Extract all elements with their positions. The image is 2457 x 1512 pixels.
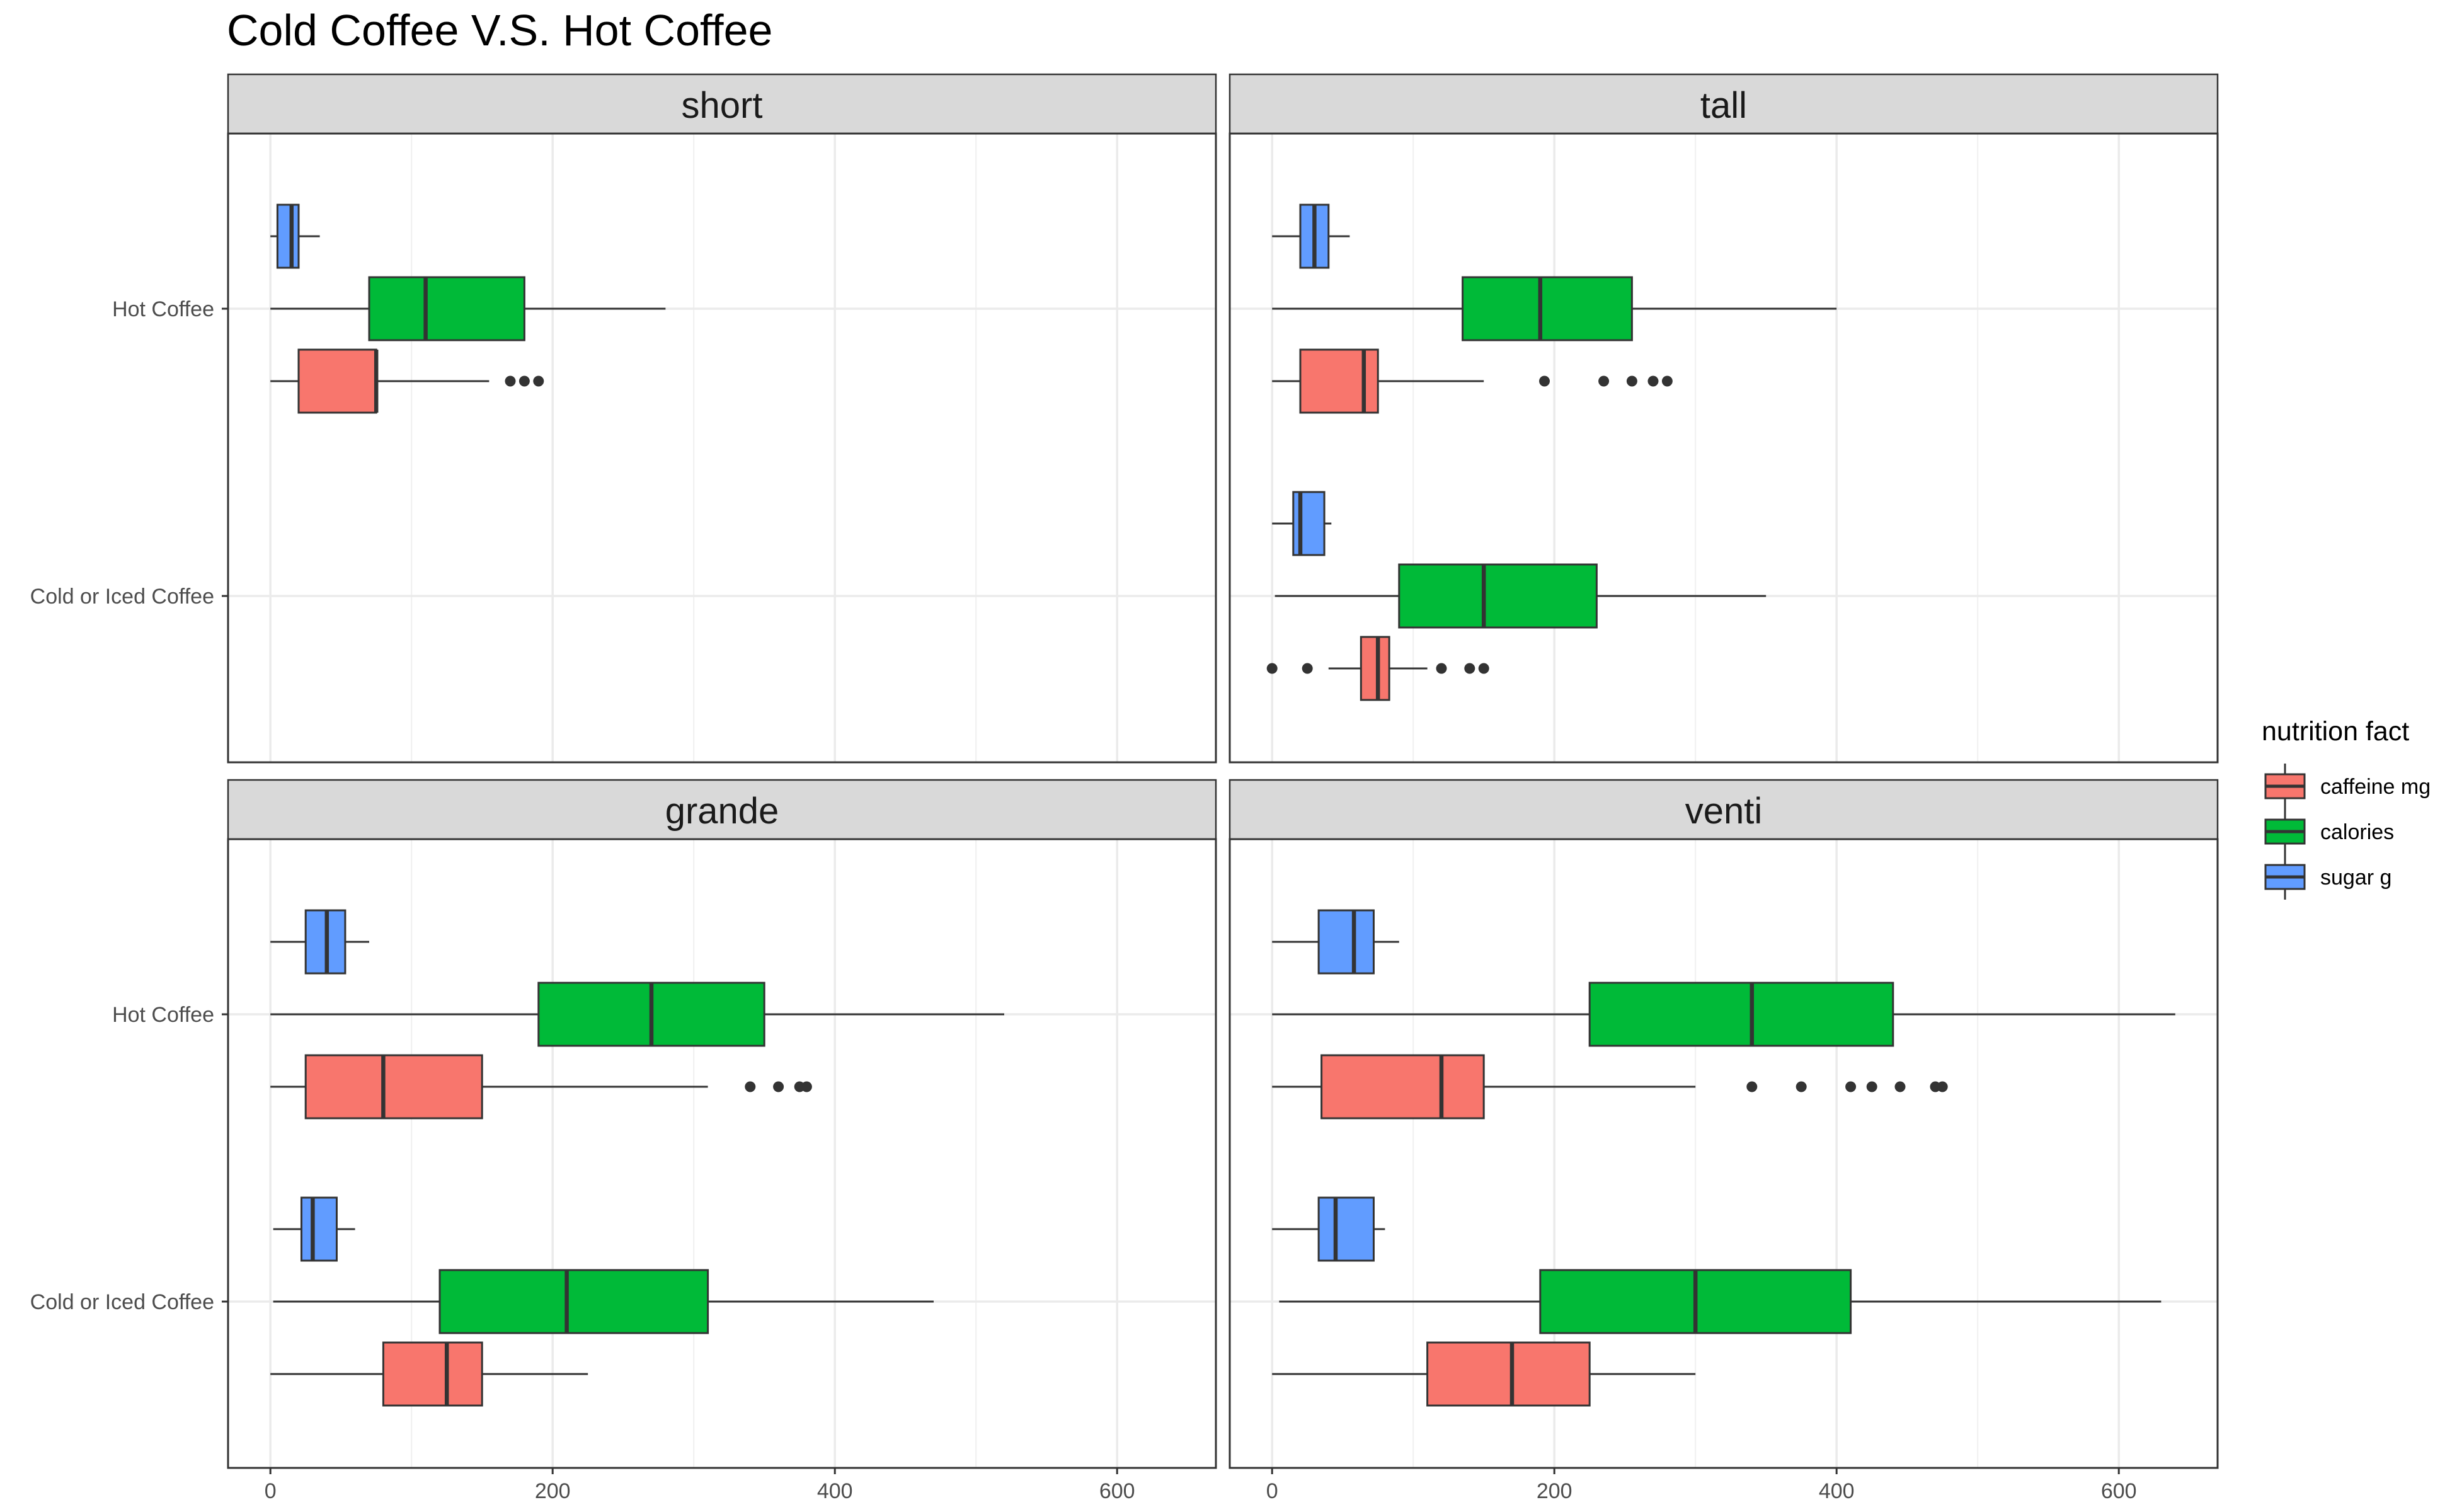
x-tick-label: 0 bbox=[265, 1479, 277, 1503]
legend-label-sugar-g: sugar g bbox=[2320, 866, 2391, 890]
outlier-point-caffeine-mg bbox=[1598, 375, 1610, 387]
box-caffeine-mg bbox=[1320, 1054, 1485, 1120]
x-tick-label: 200 bbox=[1537, 1479, 1572, 1503]
legend-label-calories: calories bbox=[2320, 820, 2394, 844]
outlier-point-caffeine-mg bbox=[1937, 1081, 1948, 1092]
outlier-point-caffeine-mg bbox=[518, 375, 530, 387]
box-calories bbox=[1398, 563, 1598, 629]
y-tick-label: Cold or Iced Coffee bbox=[30, 585, 214, 609]
panel-strip-short bbox=[227, 73, 1217, 135]
outlier-point-caffeine-mg bbox=[505, 375, 516, 387]
legend-title: nutrition fact bbox=[2262, 716, 2409, 747]
box-sugar-g bbox=[1292, 491, 1326, 556]
outlier-point-caffeine-mg bbox=[773, 1081, 784, 1092]
panel-border-grande bbox=[227, 838, 1217, 1469]
box-sugar-g bbox=[300, 1196, 338, 1262]
y-tick-label: Hot Coffee bbox=[112, 1003, 214, 1027]
outlier-point-caffeine-mg bbox=[1866, 1081, 1877, 1092]
outlier-point-caffeine-mg bbox=[1647, 375, 1659, 387]
box-caffeine-mg bbox=[304, 1054, 483, 1120]
panel-background-short bbox=[228, 134, 1216, 762]
box-calories bbox=[438, 1269, 709, 1334]
box-calories bbox=[1588, 982, 1894, 1047]
box-caffeine-mg bbox=[1426, 1341, 1591, 1407]
box-sugar-g bbox=[1317, 1196, 1375, 1262]
outlier-point-caffeine-mg bbox=[1539, 375, 1550, 387]
box-caffeine-mg bbox=[1360, 636, 1390, 701]
y-tick-label: Cold or Iced Coffee bbox=[30, 1290, 214, 1314]
box-calories bbox=[368, 276, 525, 341]
outlier-point-caffeine-mg bbox=[1478, 663, 1489, 674]
panel-strip-label-grande: grande bbox=[665, 791, 779, 832]
outlier-point-caffeine-mg bbox=[1626, 375, 1637, 387]
panel-strip-tall bbox=[1228, 73, 2219, 135]
outlier-point-caffeine-mg bbox=[1266, 663, 1278, 674]
y-tick-label: Hot Coffee bbox=[112, 297, 214, 321]
panel-strip-label-short: short bbox=[682, 85, 763, 126]
panel-border-venti bbox=[1228, 838, 2219, 1469]
x-tick-label: 600 bbox=[1099, 1479, 1135, 1503]
outlier-point-caffeine-mg bbox=[1464, 663, 1475, 674]
x-tick-label: 600 bbox=[2101, 1479, 2137, 1503]
panel-strip-venti bbox=[1228, 779, 2219, 840]
outlier-point-caffeine-mg bbox=[801, 1081, 812, 1092]
x-tick-label: 200 bbox=[535, 1479, 571, 1503]
outlier-point-caffeine-mg bbox=[745, 1081, 756, 1092]
outlier-point-caffeine-mg bbox=[1302, 663, 1313, 674]
panel-background-venti bbox=[1230, 839, 2218, 1468]
chart-title: Cold Coffee V.S. Hot Coffee bbox=[227, 6, 773, 55]
x-tick-label: 0 bbox=[1266, 1479, 1278, 1503]
box-sugar-g bbox=[1317, 909, 1375, 975]
box-calories bbox=[1462, 276, 1633, 341]
panel-strip-label-venti: venti bbox=[1685, 791, 1763, 832]
x-tick-label: 400 bbox=[817, 1479, 853, 1503]
outlier-point-caffeine-mg bbox=[1796, 1081, 1807, 1092]
panel-border-tall bbox=[1228, 132, 2219, 764]
box-caffeine-mg bbox=[1299, 348, 1379, 414]
outlier-point-caffeine-mg bbox=[1894, 1081, 1906, 1092]
box-sugar-g bbox=[276, 203, 300, 269]
legend-label-caffeine-mg: caffeine mg bbox=[2320, 775, 2431, 799]
outlier-point-caffeine-mg bbox=[1436, 663, 1447, 674]
box-caffeine-mg bbox=[297, 348, 377, 414]
outlier-point-caffeine-mg bbox=[533, 375, 544, 387]
outlier-point-caffeine-mg bbox=[1845, 1081, 1857, 1092]
x-tick-label: 400 bbox=[1819, 1479, 1855, 1503]
outlier-point-caffeine-mg bbox=[1746, 1081, 1758, 1092]
outlier-point-caffeine-mg bbox=[1661, 375, 1673, 387]
panel-strip-grande bbox=[227, 779, 1217, 840]
panel-border-short bbox=[227, 132, 1217, 764]
panel-background-tall bbox=[1230, 134, 2218, 762]
box-caffeine-mg bbox=[382, 1341, 483, 1407]
panel-strip-label-tall: tall bbox=[1700, 85, 1747, 126]
